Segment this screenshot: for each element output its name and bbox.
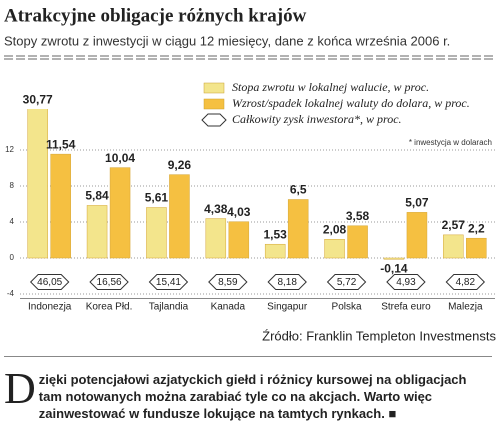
- data-label: 5,07: [405, 196, 429, 210]
- data-label: 2,2: [468, 221, 485, 235]
- legend-swatch: [203, 82, 225, 94]
- total-badge: [208, 274, 248, 290]
- data-label: 2,57: [442, 218, 466, 232]
- x-tick-label: Singapur: [267, 302, 308, 313]
- total-badge: [29, 274, 70, 290]
- bar: [146, 207, 167, 259]
- data-label: 8,18: [277, 277, 297, 288]
- bar: [205, 218, 227, 259]
- x-tick-label: Tajlandia: [149, 302, 189, 313]
- bar: [169, 174, 190, 259]
- x-tick-label: Kanada: [211, 302, 246, 313]
- bar: [324, 239, 345, 259]
- bar: [347, 225, 368, 259]
- legend-swatch: [201, 113, 227, 127]
- data-label: 5,61: [145, 191, 169, 205]
- chart-subtitle: Stopy zwrotu z inwestycji w ciągu 12 mie…: [4, 33, 450, 48]
- data-label: 1,53: [264, 227, 288, 241]
- y-tick-label: 8: [10, 181, 15, 190]
- data-label: 2,08: [323, 222, 347, 236]
- note: * inwestycja w dolarach: [409, 138, 492, 147]
- y-tick-label: 0: [10, 253, 15, 262]
- data-label: 16,56: [97, 277, 122, 288]
- data-label: 15,41: [156, 277, 181, 288]
- x-tick-label: Polska: [332, 302, 362, 313]
- data-label: -0,14: [380, 261, 408, 275]
- chart: Atrakcyjne obligacje różnych krajów Stop…: [4, 5, 496, 343]
- total-badge: [386, 274, 426, 290]
- data-label: 11,54: [46, 137, 76, 151]
- bar: [466, 237, 487, 259]
- data-label: 9,26: [168, 158, 192, 172]
- bar: [50, 153, 71, 259]
- data-label: 4,93: [396, 277, 416, 288]
- bar: [109, 167, 131, 259]
- total-badge: [326, 274, 367, 290]
- bar: [228, 221, 250, 259]
- total-badge: [445, 274, 486, 290]
- x-tick-label: Indonezja: [28, 302, 72, 313]
- data-label: 4,38: [204, 202, 228, 216]
- article: Dzięki potencjałowi azjatyckich giełd i …: [4, 356, 492, 422]
- data-label: 3,58: [346, 209, 370, 223]
- bar: [27, 109, 48, 259]
- bar: [86, 205, 108, 259]
- legend-label: Całkowity zysk inwestora*, w proc.: [232, 112, 402, 126]
- bar: [383, 257, 405, 260]
- bar: [264, 243, 286, 259]
- legend-label: Wzrost/spadek lokalnej waluty do dolara,…: [232, 96, 470, 110]
- data-label: 4,82: [456, 277, 476, 288]
- x-tick-label: Korea Płd.: [86, 302, 133, 313]
- legend-swatch: [203, 98, 225, 110]
- data-label: 8,59: [218, 277, 238, 288]
- bars: [27, 109, 487, 260]
- bar: [287, 199, 309, 259]
- y-tick-label: 12: [5, 145, 14, 154]
- bar: [443, 234, 464, 259]
- y-tick-label: 4: [10, 217, 15, 226]
- data-label: 10,04: [105, 151, 135, 165]
- total-badge: [89, 274, 129, 290]
- data-label: 6,5: [290, 183, 307, 197]
- data-label: 5,84: [85, 189, 109, 203]
- source: Źródło: Franklin Templeton Investmensts: [262, 328, 496, 343]
- data-label: 46,05: [37, 277, 62, 288]
- chart-title: Atrakcyjne obligacje różnych krajów: [4, 5, 307, 26]
- data-label: 4,03: [227, 205, 251, 219]
- x-tick-label: Malezja: [448, 302, 483, 313]
- y-tick-label: -4: [7, 289, 15, 298]
- x-tick-label: Strefa euro: [381, 302, 431, 313]
- legend-label: Stopa zwrotu w lokalnej walucie, w proc.: [232, 80, 429, 94]
- total-badge: [148, 274, 189, 290]
- bar: [406, 212, 428, 259]
- data-label: 30,77: [23, 93, 53, 107]
- data-label: 5,72: [337, 277, 357, 288]
- total-badge: [267, 274, 307, 290]
